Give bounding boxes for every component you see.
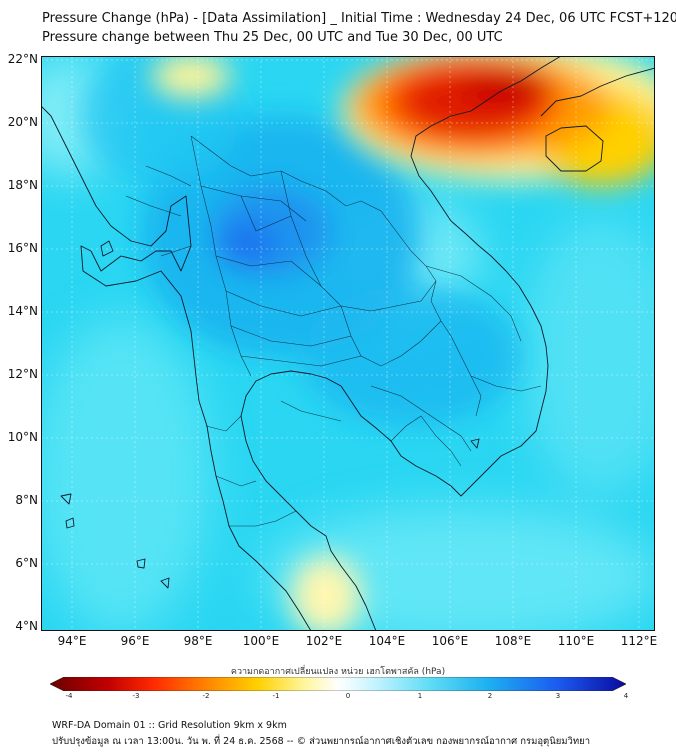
lat-label-8: 8°N [15,493,38,507]
lat-label-16: 16°N [7,241,38,255]
colorbar-tick: 0 [345,692,351,700]
footer-resolution: WRF-DA Domain 01 :: Grid Resolution 9km … [52,720,287,731]
lon-label-98: 98°E [183,634,213,648]
coastlines [41,56,655,631]
lat-label-22: 22°N [7,52,38,66]
lat-label-4: 4°N [15,619,38,633]
lon-label-112: 112°E [620,634,658,648]
lon-label-102: 102°E [305,634,343,648]
colorbar-tick: 1 [417,692,423,700]
map-frame [41,56,655,631]
lon-label-106: 106°E [431,634,469,648]
colorbar-tick: 2 [487,692,493,700]
colorbar-tick: -3 [132,692,140,700]
lat-label-18: 18°N [7,178,38,192]
lat-label-20: 20°N [7,115,38,129]
pressure-change-map [41,56,655,631]
lat-label-6: 6°N [15,556,38,570]
colorbar-tick: -1 [272,692,280,700]
admin-borders [125,135,542,527]
lat-label-14: 14°N [7,304,38,318]
colorbar [50,677,626,691]
colorbar-tick: -4 [65,692,73,700]
colorbar-title: ความกดอากาศเปลี่ยนแปลง หน่วย เฮกโตพาสคัล… [230,667,446,677]
footer-credit: ปรับปรุงข้อมูล ณ เวลา 13:00น. วัน พ. ที่… [52,736,591,747]
lon-label-96: 96°E [120,634,150,648]
lon-label-104: 104°E [368,634,406,648]
map-subtitle: Pressure change between Thu 25 Dec, 00 U… [42,30,503,45]
map-canvas [41,56,655,631]
map-title: Pressure Change (hPa) - [Data Assimilati… [42,11,676,26]
lon-label-94: 94°E [57,634,87,648]
lat-label-12: 12°N [7,367,38,381]
colorbar-tick: 4 [623,692,629,700]
colorbar-tick: -2 [202,692,210,700]
colorbar-tick: 3 [555,692,561,700]
lon-label-108: 108°E [494,634,532,648]
lon-label-110: 110°E [557,634,595,648]
lon-label-100: 100°E [242,634,280,648]
gridlines [41,56,655,631]
lat-label-10: 10°N [7,430,38,444]
